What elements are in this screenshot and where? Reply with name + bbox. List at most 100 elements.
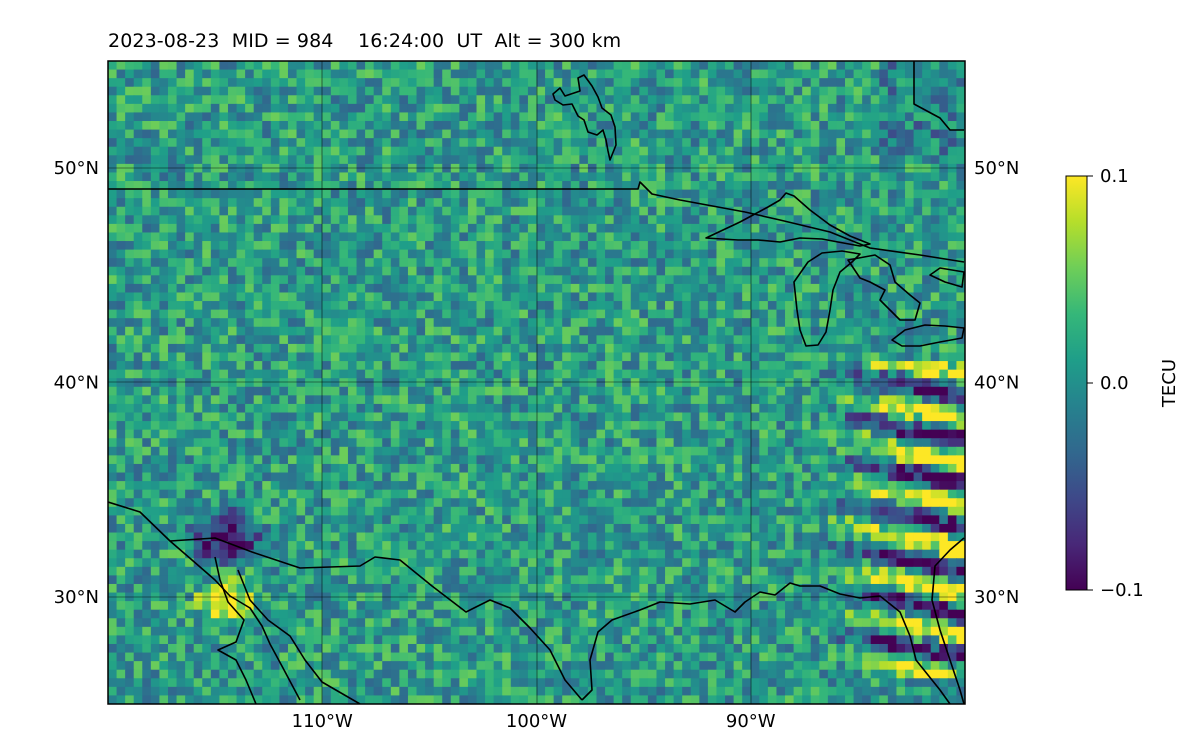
tec-cell <box>836 189 846 199</box>
tec-cell <box>416 249 426 259</box>
tec-cell <box>939 318 949 328</box>
tec-cell <box>476 266 486 276</box>
tec-cell <box>167 412 178 422</box>
tec-cell <box>202 429 212 439</box>
tec-cell <box>176 163 186 174</box>
tec-cell <box>185 378 195 388</box>
tec-cell <box>853 283 863 294</box>
tec-cell <box>485 61 495 71</box>
tec-cell <box>870 266 880 276</box>
tec-cell <box>142 138 152 148</box>
tec-cell <box>485 352 495 362</box>
tec-cell <box>108 292 118 302</box>
tec-cell <box>236 283 246 294</box>
tec-cell <box>690 429 700 439</box>
tec-cell <box>802 249 812 259</box>
tec-cell <box>570 215 580 225</box>
tec-cell <box>176 61 186 71</box>
tec-cell <box>656 121 666 131</box>
tec-cell <box>536 292 546 302</box>
tec-cell <box>630 181 640 191</box>
tec-cell <box>905 395 915 405</box>
tec-cell <box>399 343 409 354</box>
tec-cell <box>699 326 709 336</box>
tec-cell <box>133 403 143 414</box>
tec-cell <box>819 249 829 259</box>
tec-cell <box>459 258 469 268</box>
tec-cell <box>785 181 795 191</box>
tec-cell <box>459 481 469 491</box>
tec-cell <box>605 241 615 251</box>
tec-cell <box>956 129 965 139</box>
tec-cell <box>502 403 512 414</box>
tec-cell <box>476 301 486 311</box>
tec-cell <box>939 172 949 182</box>
tec-cell <box>390 463 400 474</box>
tec-cell <box>870 361 880 371</box>
tec-cell <box>939 403 949 414</box>
tec-cell <box>553 318 563 328</box>
tec-cell <box>879 326 889 336</box>
tec-cell <box>562 352 572 362</box>
tec-cell <box>133 121 143 131</box>
tec-cell <box>347 241 358 251</box>
tec-cell <box>287 146 298 156</box>
tec-cell <box>905 386 915 396</box>
tec-cell <box>819 78 829 88</box>
tec-cell <box>622 86 632 96</box>
tec-cell <box>947 172 958 182</box>
tec-cell <box>330 378 340 388</box>
tec-cell <box>322 61 332 71</box>
tec-cell <box>219 472 229 482</box>
tec-cell <box>596 86 606 96</box>
tec-cell <box>185 395 195 405</box>
tec-cell <box>245 438 255 448</box>
tec-cell <box>956 421 965 431</box>
tec-cell <box>947 198 958 208</box>
tec-cell <box>707 318 718 328</box>
tec-cell <box>536 112 546 122</box>
tec-cell <box>502 352 512 362</box>
tec-cell <box>553 386 563 396</box>
tec-cell <box>939 215 949 225</box>
tec-cell <box>133 206 143 216</box>
tec-cell <box>305 129 315 139</box>
tec-cell <box>390 438 400 448</box>
tec-cell <box>716 463 726 474</box>
tec-cell <box>905 275 915 285</box>
tec-cell <box>750 378 760 388</box>
tec-cell <box>356 283 366 294</box>
tec-cell <box>562 112 572 122</box>
tec-cell <box>150 241 161 251</box>
tec-cell <box>485 129 495 139</box>
tec-cell <box>133 86 143 96</box>
tec-cell <box>579 61 589 71</box>
tec-cell <box>313 369 323 379</box>
tec-cell <box>322 155 332 165</box>
tec-cell <box>347 189 358 199</box>
tec-cell <box>527 275 538 285</box>
tec-cell <box>245 155 255 165</box>
tec-cell <box>485 189 495 199</box>
tec-cell <box>579 361 589 371</box>
tec-cell <box>673 138 683 148</box>
tec-cell <box>810 283 820 294</box>
tec-cell <box>150 343 161 354</box>
tec-cell <box>510 326 520 336</box>
tec-cell <box>665 172 675 182</box>
tec-cell <box>442 352 452 362</box>
tec-cell <box>613 421 623 431</box>
tec-cell <box>245 292 255 302</box>
tec-cell <box>622 395 632 405</box>
tec-cell <box>639 215 649 225</box>
tec-cell <box>305 309 315 319</box>
tec-cell <box>519 232 529 242</box>
tec-cell <box>450 395 460 405</box>
tec-cell <box>467 206 478 216</box>
tec-cell <box>630 249 640 259</box>
tec-cell <box>596 429 606 439</box>
tec-cell <box>690 258 700 268</box>
tec-cell <box>399 378 409 388</box>
tec-cell <box>922 146 932 156</box>
tec-cell <box>699 198 709 208</box>
